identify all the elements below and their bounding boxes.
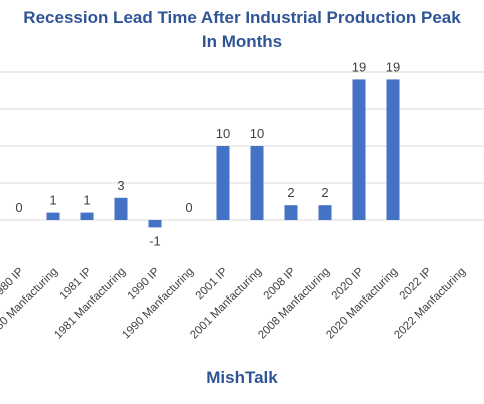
- bar: [114, 197, 128, 220]
- data-label: 1: [83, 193, 90, 208]
- bar: [318, 205, 332, 220]
- gridlines: [0, 71, 484, 221]
- data-label: 3: [117, 178, 124, 193]
- data-label: 2: [287, 185, 294, 200]
- bar: [148, 220, 162, 228]
- data-label: 1: [49, 193, 56, 208]
- bar: [284, 205, 298, 220]
- bar: [216, 146, 230, 220]
- data-label: 0: [15, 200, 22, 215]
- data-label: 19: [352, 59, 366, 74]
- data-label: 10: [250, 126, 264, 141]
- chart-title: Recession Lead Time After Industrial Pro…: [0, 6, 484, 54]
- bar: [250, 146, 264, 220]
- bar: [80, 212, 94, 220]
- brand-footer: MishTalk: [206, 368, 278, 387]
- data-label: 19: [386, 59, 400, 74]
- data-label: 10: [216, 126, 230, 141]
- chart-title-line-2: In Months: [201, 32, 283, 51]
- bar: [46, 212, 60, 220]
- chart-title-line-1: Recession Lead Time After Industrial Pro…: [23, 8, 461, 27]
- data-label: -1: [149, 233, 161, 248]
- bar: [352, 79, 366, 221]
- data-label: 2: [321, 185, 328, 200]
- bars: [46, 79, 400, 228]
- bar: [386, 79, 400, 221]
- data-label: 0: [185, 200, 192, 215]
